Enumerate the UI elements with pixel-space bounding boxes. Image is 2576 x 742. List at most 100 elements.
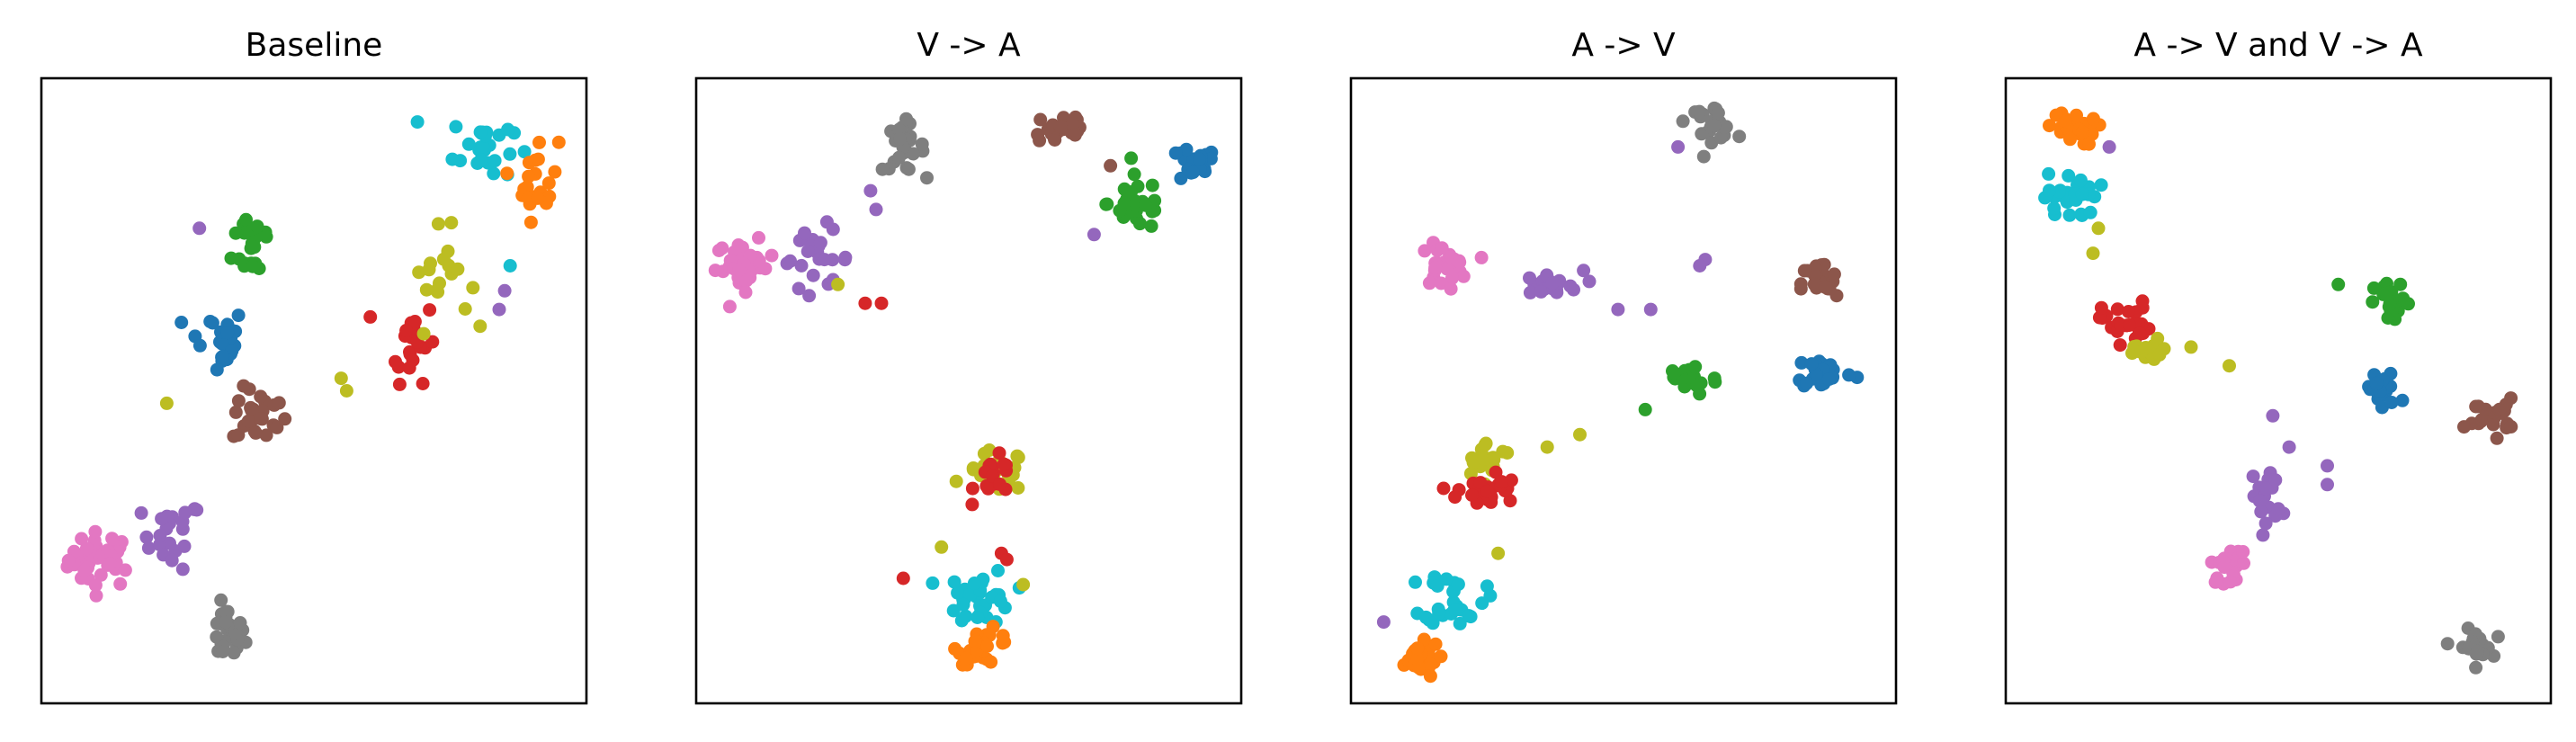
scatter-point (2134, 344, 2149, 359)
scatter-point (2152, 348, 2167, 362)
scatter-point (216, 349, 230, 363)
scatter-point (1168, 146, 1183, 160)
scatter-point (711, 244, 726, 257)
scatter-point (915, 137, 929, 151)
scatter-point-outlier (334, 371, 348, 386)
scatter-point (1711, 106, 1725, 120)
scatter-point (412, 265, 426, 280)
scatter-point (1577, 264, 1591, 278)
scatter-point-outlier (2184, 340, 2198, 354)
scatter-point (901, 162, 916, 176)
scatter-point-outlier (2102, 139, 2116, 154)
scatter-point (738, 285, 753, 299)
scatter-point (1117, 196, 1131, 210)
scatter-point (2469, 399, 2483, 414)
scatter-point (1409, 575, 1422, 589)
scatter-point (532, 135, 546, 149)
scatter-point (951, 586, 965, 600)
scatter-point (1426, 616, 1440, 630)
scatter-point (2208, 575, 2223, 589)
scatter-point (239, 212, 253, 227)
scatter-point (967, 577, 981, 590)
scatter-point (473, 319, 487, 334)
scatter-point (980, 639, 994, 653)
scatter-point-outlier (896, 571, 910, 586)
scatter-point (946, 603, 961, 618)
scatter-point (1495, 475, 1508, 489)
scatter-point (2123, 318, 2136, 332)
scatter-point (231, 394, 246, 408)
scatter-point (1185, 165, 1200, 180)
scatter-point (233, 616, 247, 630)
scatter-point (949, 474, 963, 488)
scatter-point-outlier (2331, 277, 2346, 291)
panel-title-a-to-v-and-v-to-a: A -> V and V -> A (2133, 27, 2423, 64)
scatter-point (2271, 502, 2285, 516)
scatter-point (1174, 171, 1188, 185)
scatter-point (407, 315, 422, 328)
scatter-point (2053, 184, 2066, 199)
scatter-point (993, 594, 1007, 608)
scatter-point (1431, 602, 1445, 616)
scatter-point (88, 578, 103, 593)
scatter-point (1448, 603, 1462, 617)
scatter-point (813, 236, 827, 250)
scatter-point-outlier (2321, 459, 2334, 473)
scatter-point (248, 425, 263, 440)
scatter-point (451, 262, 465, 276)
scatter-point (2254, 505, 2268, 519)
scatter-point (2217, 560, 2232, 575)
scatter-point (1688, 360, 1703, 374)
scatter-point (2122, 305, 2135, 318)
scatter-point-outlier (869, 202, 883, 217)
scatter-point (2366, 295, 2380, 309)
scatter-point (1667, 365, 1681, 380)
scatter-point (245, 403, 259, 417)
scatter-point (259, 428, 273, 443)
scatter-point (113, 577, 128, 591)
scatter-point (959, 609, 973, 623)
scatter-point (1436, 481, 1451, 496)
scatter-point-outlier (1087, 228, 1101, 242)
scatter-point (433, 276, 446, 291)
scatter-point-outlier (1693, 259, 1707, 273)
scatter-point (2058, 114, 2072, 129)
scatter-point (2366, 281, 2381, 295)
scatter-point-outlier (1611, 302, 1625, 317)
scatter-point (2258, 516, 2273, 531)
scatter-point-outlier (1016, 577, 1031, 592)
scatter-point (2135, 294, 2150, 308)
scatter-point (2491, 630, 2505, 644)
scatter-point (389, 354, 402, 369)
scatter-point (205, 316, 219, 330)
points-a-to-v (1376, 101, 1865, 684)
scatter-point (2062, 168, 2076, 183)
panel-v-to-a: V -> A (694, 27, 1243, 705)
scatter-point (1707, 371, 1722, 386)
scatter-point (1099, 197, 1114, 211)
scatter-point (2094, 178, 2108, 192)
scatter-point (424, 256, 437, 271)
scatter-point-outlier (831, 277, 845, 291)
scatter-point (1690, 379, 1704, 393)
scatter-point (1428, 637, 1443, 651)
scatter-point (1462, 609, 1476, 623)
scatter-point (237, 379, 251, 393)
scatter-point (278, 412, 292, 426)
panel-a-to-v: A -> V (1349, 27, 1898, 705)
scatter-point-outlier (819, 215, 834, 229)
scatter-point-outlier (2282, 440, 2296, 454)
scatter-point (2259, 481, 2274, 496)
scatter-point (1451, 577, 1465, 592)
scatter-point (210, 630, 224, 644)
scatter-point (1479, 436, 1493, 451)
scatter-point (1676, 114, 1690, 129)
scatter-point (1423, 669, 1437, 684)
scatter-point (1732, 130, 1747, 144)
scatter-point (94, 568, 108, 582)
scatter-point (134, 505, 148, 520)
scatter-point (192, 338, 207, 353)
scatter-point (216, 645, 230, 658)
scatter-point (1144, 219, 1158, 233)
scatter-point (2086, 112, 2100, 126)
